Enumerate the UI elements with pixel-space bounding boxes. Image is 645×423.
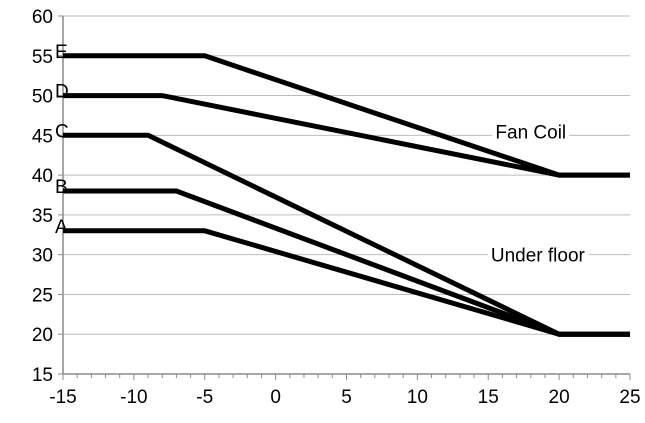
y-tick-label-60: 60 — [32, 7, 53, 28]
x-tick-label--15: -15 — [49, 387, 76, 408]
x-tick-label-10: 10 — [407, 387, 428, 408]
x-tick-label-5: 5 — [341, 387, 352, 408]
y-tick-label-20: 20 — [32, 325, 53, 346]
x-tick-label-0: 0 — [270, 387, 281, 408]
y-tick-label-25: 25 — [32, 285, 53, 306]
series-label-e: E — [55, 42, 68, 63]
series-label-a: A — [55, 217, 68, 238]
x-tick-label-20: 20 — [549, 387, 570, 408]
annotation-background — [487, 244, 589, 268]
series-line-c — [63, 132, 630, 337]
axes: 15 20 25 30 35 40 45 50 55 60 -15 -10 -5 0 5 10 15 20 25 — [32, 7, 641, 408]
y-tick-label-55: 55 — [32, 47, 53, 68]
y-tick-label-40: 40 — [32, 166, 53, 187]
series-line-e — [63, 53, 630, 178]
series-label-c: C — [55, 121, 69, 142]
series — [63, 53, 630, 337]
series-label-d: D — [55, 82, 69, 103]
series-label-b: B — [55, 177, 68, 198]
annotation-label-1: Fan Coil — [495, 122, 566, 143]
y-tick-label-50: 50 — [32, 87, 53, 108]
y-tick-label-30: 30 — [32, 246, 53, 267]
annotation-label-2: Under floor — [491, 246, 586, 267]
x-tick-label--5: -5 — [196, 387, 213, 408]
y-tick-label-45: 45 — [32, 126, 53, 147]
x-tick-label--10: -10 — [120, 387, 147, 408]
y-tick-label-15: 15 — [32, 365, 53, 386]
x-tick-label-15: 15 — [478, 387, 499, 408]
annotation-background — [492, 121, 570, 145]
y-tick-label-35: 35 — [32, 206, 53, 227]
labels: AB CDE Fan Coil Under floor — [55, 42, 589, 268]
x-tick-label-25: 25 — [619, 387, 640, 408]
grid — [63, 15, 630, 375]
